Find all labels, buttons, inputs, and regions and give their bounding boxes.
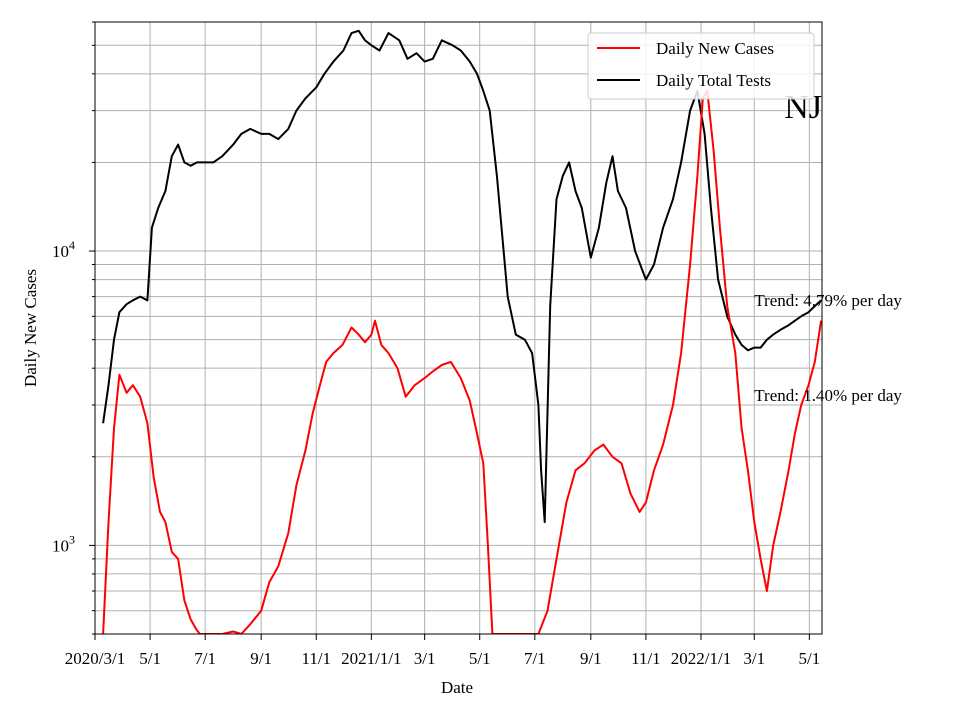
- x-axis-label: Date: [441, 678, 473, 697]
- legend-label-daily-total-tests: Daily Total Tests: [656, 71, 771, 90]
- x-tick-label: 5/1: [798, 649, 820, 668]
- y-tick-label: 103: [52, 532, 75, 555]
- plot-frame: [94, 21, 823, 635]
- x-tick-label: 9/1: [250, 649, 272, 668]
- x-tick-label: 3/1: [743, 649, 765, 668]
- trend-annotation: Trend: 4.79% per day: [754, 291, 902, 310]
- x-tick-label: 2020/3/1: [65, 649, 125, 668]
- series-layer: [102, 29, 822, 634]
- legend-box: [587, 32, 815, 100]
- y-axis-label: Daily New Cases: [21, 269, 40, 387]
- x-tick-label: 11/1: [301, 649, 331, 668]
- y-tick-label: 104: [52, 238, 75, 261]
- x-tick-label: 11/1: [631, 649, 661, 668]
- series-line-daily-new-cases: [102, 89, 822, 634]
- x-tick-label: 7/1: [524, 649, 546, 668]
- x-axis: 2020/3/1 5/1 7/1 9/1 11/1 2021/1/1 3/1 5/1 7/1 9/…: [65, 634, 820, 668]
- x-tick-label: 7/1: [194, 649, 216, 668]
- x-tick-label: 9/1: [580, 649, 602, 668]
- x-tick-label: 5/1: [469, 649, 491, 668]
- y-axis: 103 104: [52, 21, 95, 635]
- annotations: Trend: 4.79% per day Trend: 1.40% per day: [754, 291, 902, 405]
- x-tick-label: 2021/1/1: [341, 649, 401, 668]
- legend-label-daily-new-cases: Daily New Cases: [656, 39, 774, 58]
- x-tick-label: 2022/1/1: [671, 649, 731, 668]
- x-tick-label: 5/1: [139, 649, 161, 668]
- x-tick-label: 3/1: [414, 649, 436, 668]
- legend: Daily New Cases Daily Total Tests: [587, 32, 815, 100]
- series-line-daily-total-tests: [102, 29, 822, 524]
- trend-annotation: Trend: 1.40% per day: [754, 386, 902, 405]
